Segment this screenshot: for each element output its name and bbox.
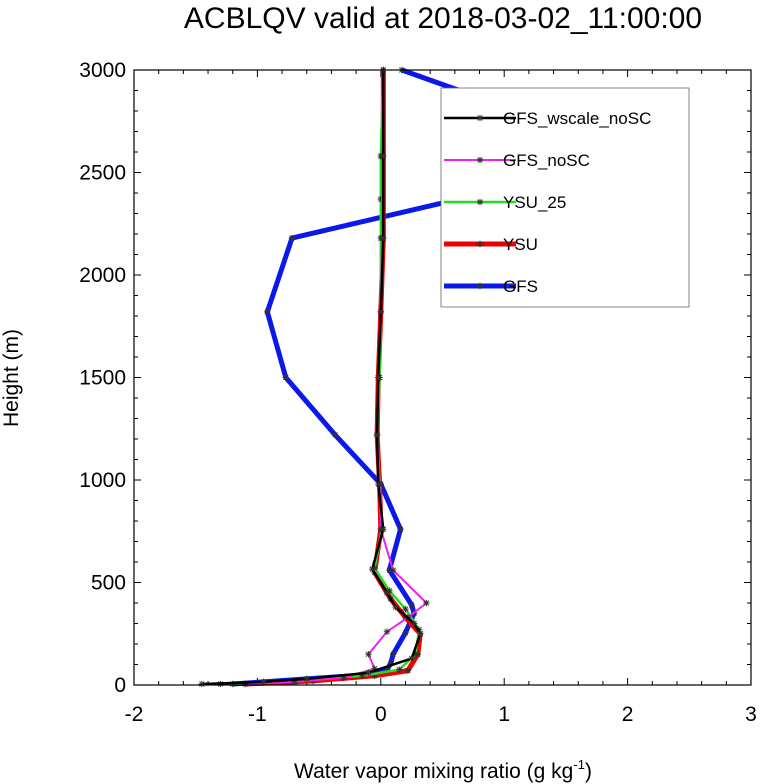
y-tick-label: 2500	[79, 162, 126, 185]
data-point-marker	[397, 526, 404, 532]
series-GFS_wscale_noSC	[198, 66, 424, 688]
legend-item: GFS_wscale_noSC	[444, 109, 651, 128]
legend-label: YSU_25	[503, 193, 566, 212]
data-point-marker	[375, 481, 382, 487]
legend-label: GFS_noSC	[503, 151, 590, 170]
legend-item: GFS_noSC	[444, 151, 590, 170]
series-layer	[198, 66, 647, 688]
data-point-marker	[477, 157, 483, 163]
data-point-marker	[365, 651, 372, 658]
data-point-marker	[260, 679, 267, 685]
y-tick-label: 3000	[79, 59, 126, 82]
data-point-marker	[304, 676, 310, 682]
data-point-marker	[264, 309, 271, 315]
data-point-marker	[365, 669, 372, 676]
data-point-marker	[380, 153, 387, 159]
legend: GFS_wscale_noSC GFS_noSC YSU_25 YSU GFS	[440, 87, 690, 308]
data-point-marker	[477, 115, 483, 121]
data-point-marker	[289, 235, 295, 241]
series-YSU_25	[217, 66, 423, 688]
data-point-marker	[380, 526, 387, 532]
x-tick-label: 3	[745, 703, 757, 726]
plot-frame	[133, 69, 752, 686]
data-point-marker	[369, 566, 375, 572]
x-tick-label: 0	[375, 703, 387, 726]
data-point-marker	[396, 666, 403, 673]
data-point-marker	[375, 374, 382, 381]
data-point-marker	[477, 241, 483, 247]
data-point-marker	[411, 620, 417, 627]
x-tick-label: 2	[622, 703, 634, 726]
y-tick-label: 2000	[79, 264, 126, 287]
data-point-marker	[402, 629, 409, 636]
x-tick-label: -1	[248, 703, 267, 726]
y-tick-label: 1000	[79, 469, 126, 492]
data-point-marker	[417, 630, 424, 637]
x-axis-label-sup: -1	[573, 757, 585, 772]
data-point-marker	[405, 667, 411, 674]
series-YSU	[241, 66, 424, 688]
data-point-marker	[283, 374, 289, 381]
data-point-marker	[378, 309, 384, 315]
data-point-marker	[332, 432, 338, 438]
x-axis-label-end: )	[585, 760, 592, 783]
data-point-marker	[384, 589, 390, 596]
data-point-marker	[390, 567, 396, 573]
y-axis-label: Height (m)	[0, 329, 23, 427]
data-point-marker	[423, 600, 430, 606]
x-axis-label-main: Water vapor mixing ratio (g kg	[294, 760, 573, 783]
data-point-marker	[374, 432, 380, 438]
y-tick-label: 0	[114, 674, 126, 697]
x-tick-label: -2	[125, 703, 144, 726]
data-point-marker	[380, 235, 387, 241]
legend-box	[440, 87, 690, 308]
legend-item: YSU	[444, 235, 538, 254]
series-GFS_noSC	[241, 66, 430, 688]
legend-label: YSU	[503, 235, 538, 254]
legend-label: GFS	[503, 277, 538, 296]
series-line	[201, 70, 422, 686]
x-axis-label: Water vapor mixing ratio (g kg-1)	[294, 757, 592, 783]
chart-title: ACBLQV valid at 2018-03-02_11:00:00	[184, 2, 702, 35]
data-point-marker	[408, 602, 415, 608]
y-tick-label: 500	[91, 572, 126, 595]
data-point-marker	[384, 628, 390, 635]
legend-label: GFS_wscale_noSC	[503, 109, 651, 128]
data-point-marker	[477, 283, 483, 289]
series-line	[245, 69, 428, 685]
data-point-marker	[477, 199, 483, 205]
data-point-marker	[402, 606, 409, 612]
y-tick-label: 1500	[79, 367, 126, 390]
legend-item: YSU_25	[444, 193, 566, 212]
data-point-marker	[392, 604, 399, 610]
data-point-marker	[390, 651, 396, 658]
axis-ticks: -2 -1 0 1 2 3 0 500 1000 1500 2000 2500 3000	[79, 59, 757, 726]
data-point-marker	[408, 655, 415, 662]
series-line	[244, 70, 423, 687]
legend-item: GFS	[444, 277, 538, 296]
x-tick-label: 1	[498, 703, 510, 726]
